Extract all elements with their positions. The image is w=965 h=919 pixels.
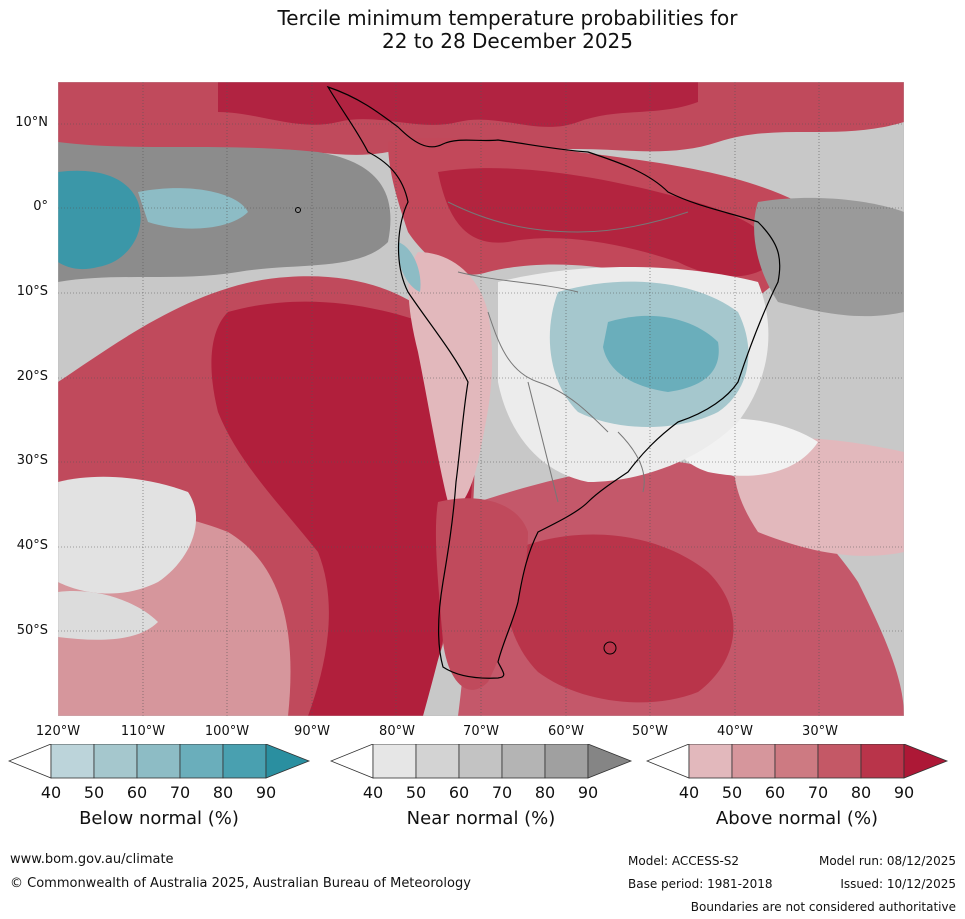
colorbar-below-over — [265, 744, 311, 779]
colorbar-below-tick: 70 — [169, 783, 191, 802]
colorbar-near-over — [587, 744, 633, 779]
colorbar-below-tick: 40 — [40, 783, 62, 802]
galapagos-islands — [295, 207, 301, 213]
colorbar-near-bin-40-50 — [372, 744, 417, 779]
colorbar-above-tick: 50 — [721, 783, 743, 802]
colorbar-below-tick: 50 — [83, 783, 105, 802]
colorbar-near-tick: 60 — [448, 783, 470, 802]
chart-title-line2: 22 to 28 December 2025 — [381, 29, 633, 53]
colorbar-below-title: Below normal (%) — [79, 808, 239, 829]
issued-date: Issued: 10/12/2025 — [840, 877, 956, 891]
website-link[interactable]: www.bom.gov.au/climate — [10, 852, 174, 867]
colorbar-near-bin-70-80 — [501, 744, 546, 779]
colorbar-above-tick: 40 — [678, 783, 700, 802]
lat-label-40s: 40°S — [16, 538, 48, 553]
lon-label-110w: 110°W — [120, 724, 166, 739]
region-south-pacific-grey2 — [58, 591, 158, 640]
lon-label-90w: 90°W — [294, 724, 330, 739]
colorbar-near-bin-80-90 — [544, 744, 589, 779]
falkland-islands — [603, 641, 617, 655]
colorbar-near-tick: 90 — [577, 783, 599, 802]
lon-label-40w: 40°W — [717, 724, 753, 739]
region-caribbean-darkred — [218, 82, 698, 127]
region-north-sa-darkred — [438, 168, 778, 277]
colorbar-below-under — [8, 744, 52, 779]
lat-label-10s: 10°S — [16, 284, 48, 299]
lon-label-30w: 30°W — [802, 724, 838, 739]
colorbar-above-tick: 70 — [807, 783, 829, 802]
colorbar-above-bin-60-70 — [774, 744, 819, 779]
colorbar-near-under — [330, 744, 374, 779]
colorbar-above-over — [903, 744, 949, 779]
region-south-atlantic-darkred — [504, 534, 734, 703]
model-run-date: Model run: 08/12/2025 — [818, 854, 956, 868]
south-america-coastline — [326, 85, 781, 679]
colorbar-near-tick: 40 — [362, 783, 384, 802]
colorbar-near-bin-60-70 — [458, 744, 503, 779]
lat-label-20s: 20°S — [16, 369, 48, 384]
lon-label-70w: 70°W — [463, 724, 499, 739]
lat-label-0: 0° — [33, 199, 48, 214]
region-se-pacific-darkred — [211, 301, 473, 716]
colorbar-below-bin-60-70 — [136, 744, 181, 779]
region-south-pacific-grey — [58, 476, 197, 594]
colorbar-near-tick: 50 — [405, 783, 427, 802]
colorbar-above-under — [646, 744, 690, 779]
chart-title-line1: Tercile minimum temperature probabilitie… — [277, 6, 738, 30]
base-period: Base period: 1981-2018 — [628, 877, 773, 891]
lon-label-120w: 120°W — [35, 724, 81, 739]
region-atlantic-grey — [754, 197, 904, 317]
colorbar-near-normal — [330, 744, 633, 779]
colorbar-above-bin-50-60 — [731, 744, 776, 779]
colorbar-above-tick: 60 — [764, 783, 786, 802]
colorbar-above-normal — [646, 744, 949, 779]
lon-label-50w: 50°W — [632, 724, 668, 739]
region-brazil-blue — [603, 315, 719, 392]
country-borders — [447, 201, 689, 503]
region-andes-pink — [408, 252, 493, 506]
colorbar-above-tick: 80 — [850, 783, 872, 802]
colorbar-above-title: Above normal (%) — [715, 808, 879, 829]
region-eq-pacific-lightblue — [138, 188, 248, 229]
colorbar-below-bin-50-60 — [93, 744, 138, 779]
lat-label-10n: 10°N — [15, 115, 48, 130]
lon-label-100w: 100°W — [204, 724, 250, 739]
colorbar-below-bin-80-90 — [222, 744, 267, 779]
probability-map — [58, 82, 904, 716]
colorbar-below-bin-70-80 — [179, 744, 224, 779]
colorbar-near-tick: 80 — [534, 783, 556, 802]
boundary-disclaimer: Boundaries are not considered authoritat… — [690, 900, 956, 914]
colorbar-near-title: Near normal (%) — [406, 808, 556, 829]
region-eq-pacific-blue — [58, 170, 141, 270]
lon-label-80w: 80°W — [379, 724, 415, 739]
lat-label-30s: 30°S — [16, 453, 48, 468]
copyright-notice: © Commonwealth of Australia 2025, Austra… — [10, 876, 471, 891]
graticule — [58, 82, 904, 716]
colorbar-near-bin-50-60 — [415, 744, 460, 779]
colorbar-above-tick: 90 — [893, 783, 915, 802]
region-peru-blue — [397, 242, 421, 292]
colorbar-below-tick: 90 — [255, 783, 277, 802]
colorbar-below-tick: 80 — [212, 783, 234, 802]
colorbar-below-tick: 60 — [126, 783, 148, 802]
model-name: Model: ACCESS-S2 — [628, 854, 740, 868]
colorbar-above-bin-40-50 — [688, 744, 733, 779]
colorbar-near-tick: 70 — [491, 783, 513, 802]
colorbar-above-bin-70-80 — [817, 744, 862, 779]
colorbar-below-bin-40-50 — [50, 744, 95, 779]
colorbar-below-normal — [8, 744, 311, 779]
colorbar-above-bin-80-90 — [860, 744, 905, 779]
lon-label-60w: 60°W — [548, 724, 584, 739]
lat-label-50s: 50°S — [16, 623, 48, 638]
